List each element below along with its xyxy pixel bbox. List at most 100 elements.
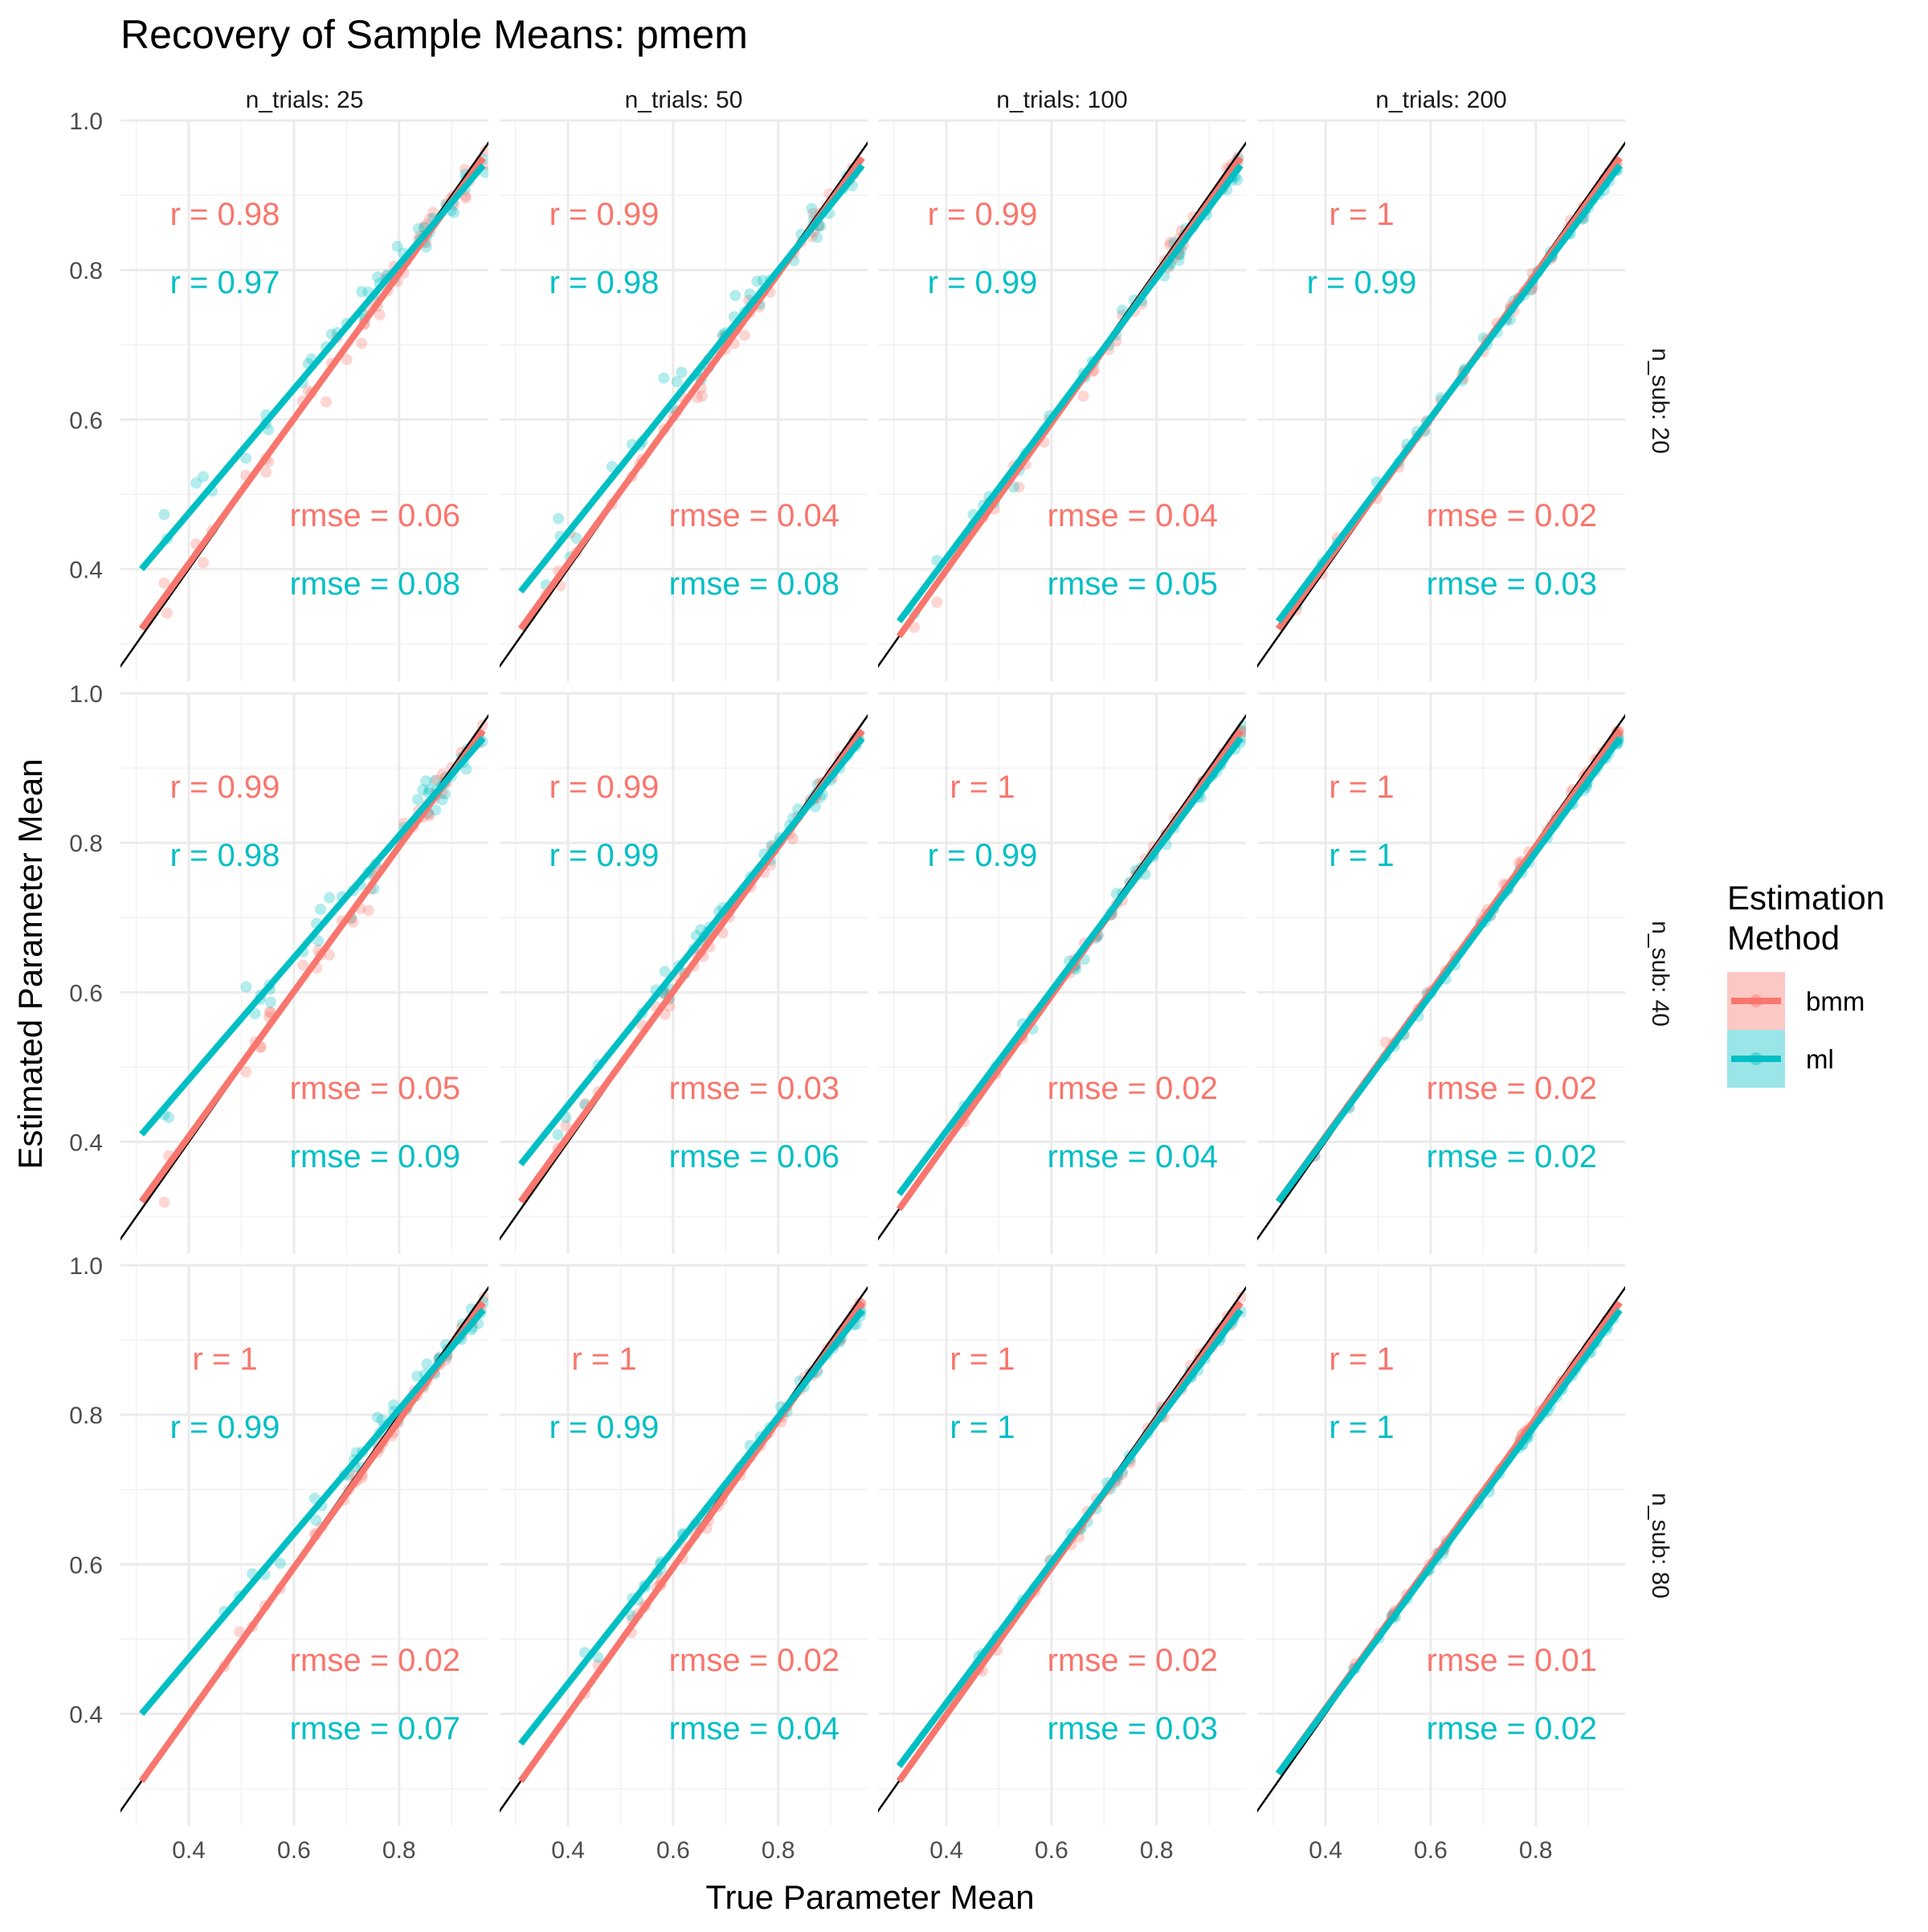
x-tick-label: 0.4 (929, 1837, 963, 1864)
point-bmm (696, 390, 708, 402)
point-ml (429, 774, 441, 786)
point-bmm (431, 774, 443, 786)
point-ml (417, 784, 429, 796)
legend-item-ml: ml (1727, 1030, 1834, 1088)
point-bmm (478, 1292, 488, 1304)
point-bmm (374, 308, 386, 321)
rmse-label-ml: rmse = 0.04 (669, 1711, 839, 1746)
point-ml (811, 231, 823, 243)
panel-1-0: r = 0.99 r = 0.98 rmse = 0.05 rmse = 0.09 0.… (69, 681, 488, 1254)
point-ml (552, 1129, 564, 1141)
point-ml (412, 223, 424, 235)
point-ml (671, 376, 683, 388)
point-ml (729, 289, 741, 301)
point-bmm (297, 959, 309, 971)
r-label-bmm: r = 0.98 (170, 197, 280, 232)
legend-item-bmm: bmm (1727, 972, 1865, 1030)
x-tick-label: 0.6 (1414, 1837, 1448, 1864)
y-tick-label: 0.6 (69, 1552, 103, 1579)
rmse-label-bmm: rmse = 0.02 (1048, 1071, 1218, 1106)
point-ml (163, 1111, 175, 1123)
point-bmm (909, 622, 921, 634)
facet-col-strip: n_trials: 100 (996, 87, 1127, 113)
point-ml (460, 763, 472, 775)
point-bmm (320, 396, 332, 408)
y-tick-label: 0.8 (69, 1403, 103, 1429)
fit-line-bmm (138, 1301, 486, 1783)
legend-key-point-ml (1750, 1052, 1763, 1065)
legend-label-ml: ml (1806, 1044, 1834, 1074)
r-label-bmm: r = 0.99 (170, 770, 280, 805)
point-ml (448, 206, 460, 219)
point-ml (372, 271, 384, 283)
x-tick-label: 0.4 (172, 1837, 206, 1864)
point-ml (190, 477, 202, 489)
r-label-ml: r = 0.98 (170, 838, 280, 873)
point-ml (592, 1652, 604, 1664)
r-label-bmm: r = 0.99 (928, 197, 1038, 232)
x-tick-label: 0.8 (762, 1837, 795, 1864)
point-ml (553, 513, 565, 525)
panel-0-1: r = 0.99 r = 0.98 rmse = 0.04 rmse = 0.08 n_… (500, 87, 868, 681)
rmse-label-bmm: rmse = 0.02 (1048, 1643, 1218, 1678)
panel-plot-area (878, 713, 1246, 1241)
legend-title-line-2: Method (1727, 919, 1840, 957)
point-ml (240, 452, 252, 464)
point-ml (158, 509, 170, 521)
y-tick-label: 0.8 (69, 831, 103, 857)
r-label-bmm: r = 1 (571, 1342, 636, 1377)
x-tick-label: 0.8 (1519, 1837, 1553, 1864)
rmse-label-bmm: rmse = 0.02 (669, 1643, 839, 1678)
fit-line-ml (896, 736, 1244, 1196)
fit-line-ml (139, 163, 486, 571)
point-ml (324, 892, 336, 904)
panel-plot-area (878, 141, 1246, 668)
panel-plot-area (500, 1285, 868, 1813)
r-label-bmm: r = 1 (1329, 770, 1394, 805)
panel-plot-area (120, 713, 488, 1241)
point-ml (744, 288, 756, 300)
point-ml (430, 804, 442, 816)
r-label-bmm: r = 0.99 (549, 770, 660, 805)
x-tick-label: 0.8 (382, 1837, 416, 1864)
point-bmm (263, 1006, 276, 1018)
point-bmm (1077, 390, 1089, 402)
rmse-label-ml: rmse = 0.08 (669, 566, 839, 602)
r-label-bmm: r = 1 (1329, 1342, 1394, 1377)
point-ml (315, 903, 327, 915)
rmse-label-ml: rmse = 0.06 (669, 1139, 839, 1174)
rmse-label-ml: rmse = 0.08 (290, 566, 460, 602)
facet-row-strip: n_sub: 20 (1647, 348, 1673, 454)
panel-plot-area (1257, 1285, 1625, 1813)
point-ml (1173, 255, 1185, 267)
y-tick-label: 0.6 (69, 407, 103, 434)
fit-line-ml (896, 163, 1244, 623)
r-label-bmm: r = 0.99 (549, 197, 660, 232)
panel-0-0: r = 0.98 r = 0.97 rmse = 0.06 rmse = 0.08 0.… (69, 87, 488, 681)
y-tick-label: 0.4 (69, 1701, 103, 1728)
point-ml (264, 996, 276, 1008)
point-bmm (161, 607, 173, 619)
panel-2-1: r = 1 r = 0.99 rmse = 0.02 rmse = 0.04 0.4 0.… (500, 1264, 868, 1864)
point-ml (436, 794, 448, 806)
r-label-ml: r = 1 (950, 1410, 1015, 1445)
r-label-ml: r = 0.99 (549, 1410, 660, 1445)
legend-key-point-bmm (1750, 995, 1763, 1007)
point-bmm (158, 1196, 170, 1208)
point-ml (312, 935, 325, 947)
point-bmm (158, 577, 170, 589)
facet-panels: r = 0.98 r = 0.97 rmse = 0.06 rmse = 0.08 0.… (69, 87, 1673, 1864)
y-tick-label: 0.4 (69, 557, 103, 583)
fit-line-ml (1275, 736, 1623, 1204)
y-tick-label: 1.0 (69, 681, 103, 708)
fit-line-ml (139, 1308, 486, 1716)
point-ml (751, 276, 763, 288)
point-ml (658, 372, 670, 384)
legend-title-line-1: Estimation (1727, 879, 1885, 917)
r-label-bmm: r = 1 (192, 1342, 257, 1377)
point-bmm (738, 329, 750, 341)
facet-col-strip: n_trials: 200 (1375, 87, 1506, 113)
rmse-label-bmm: rmse = 0.02 (1427, 1071, 1597, 1106)
fit-line-ml (518, 1308, 865, 1746)
point-bmm (427, 206, 439, 219)
